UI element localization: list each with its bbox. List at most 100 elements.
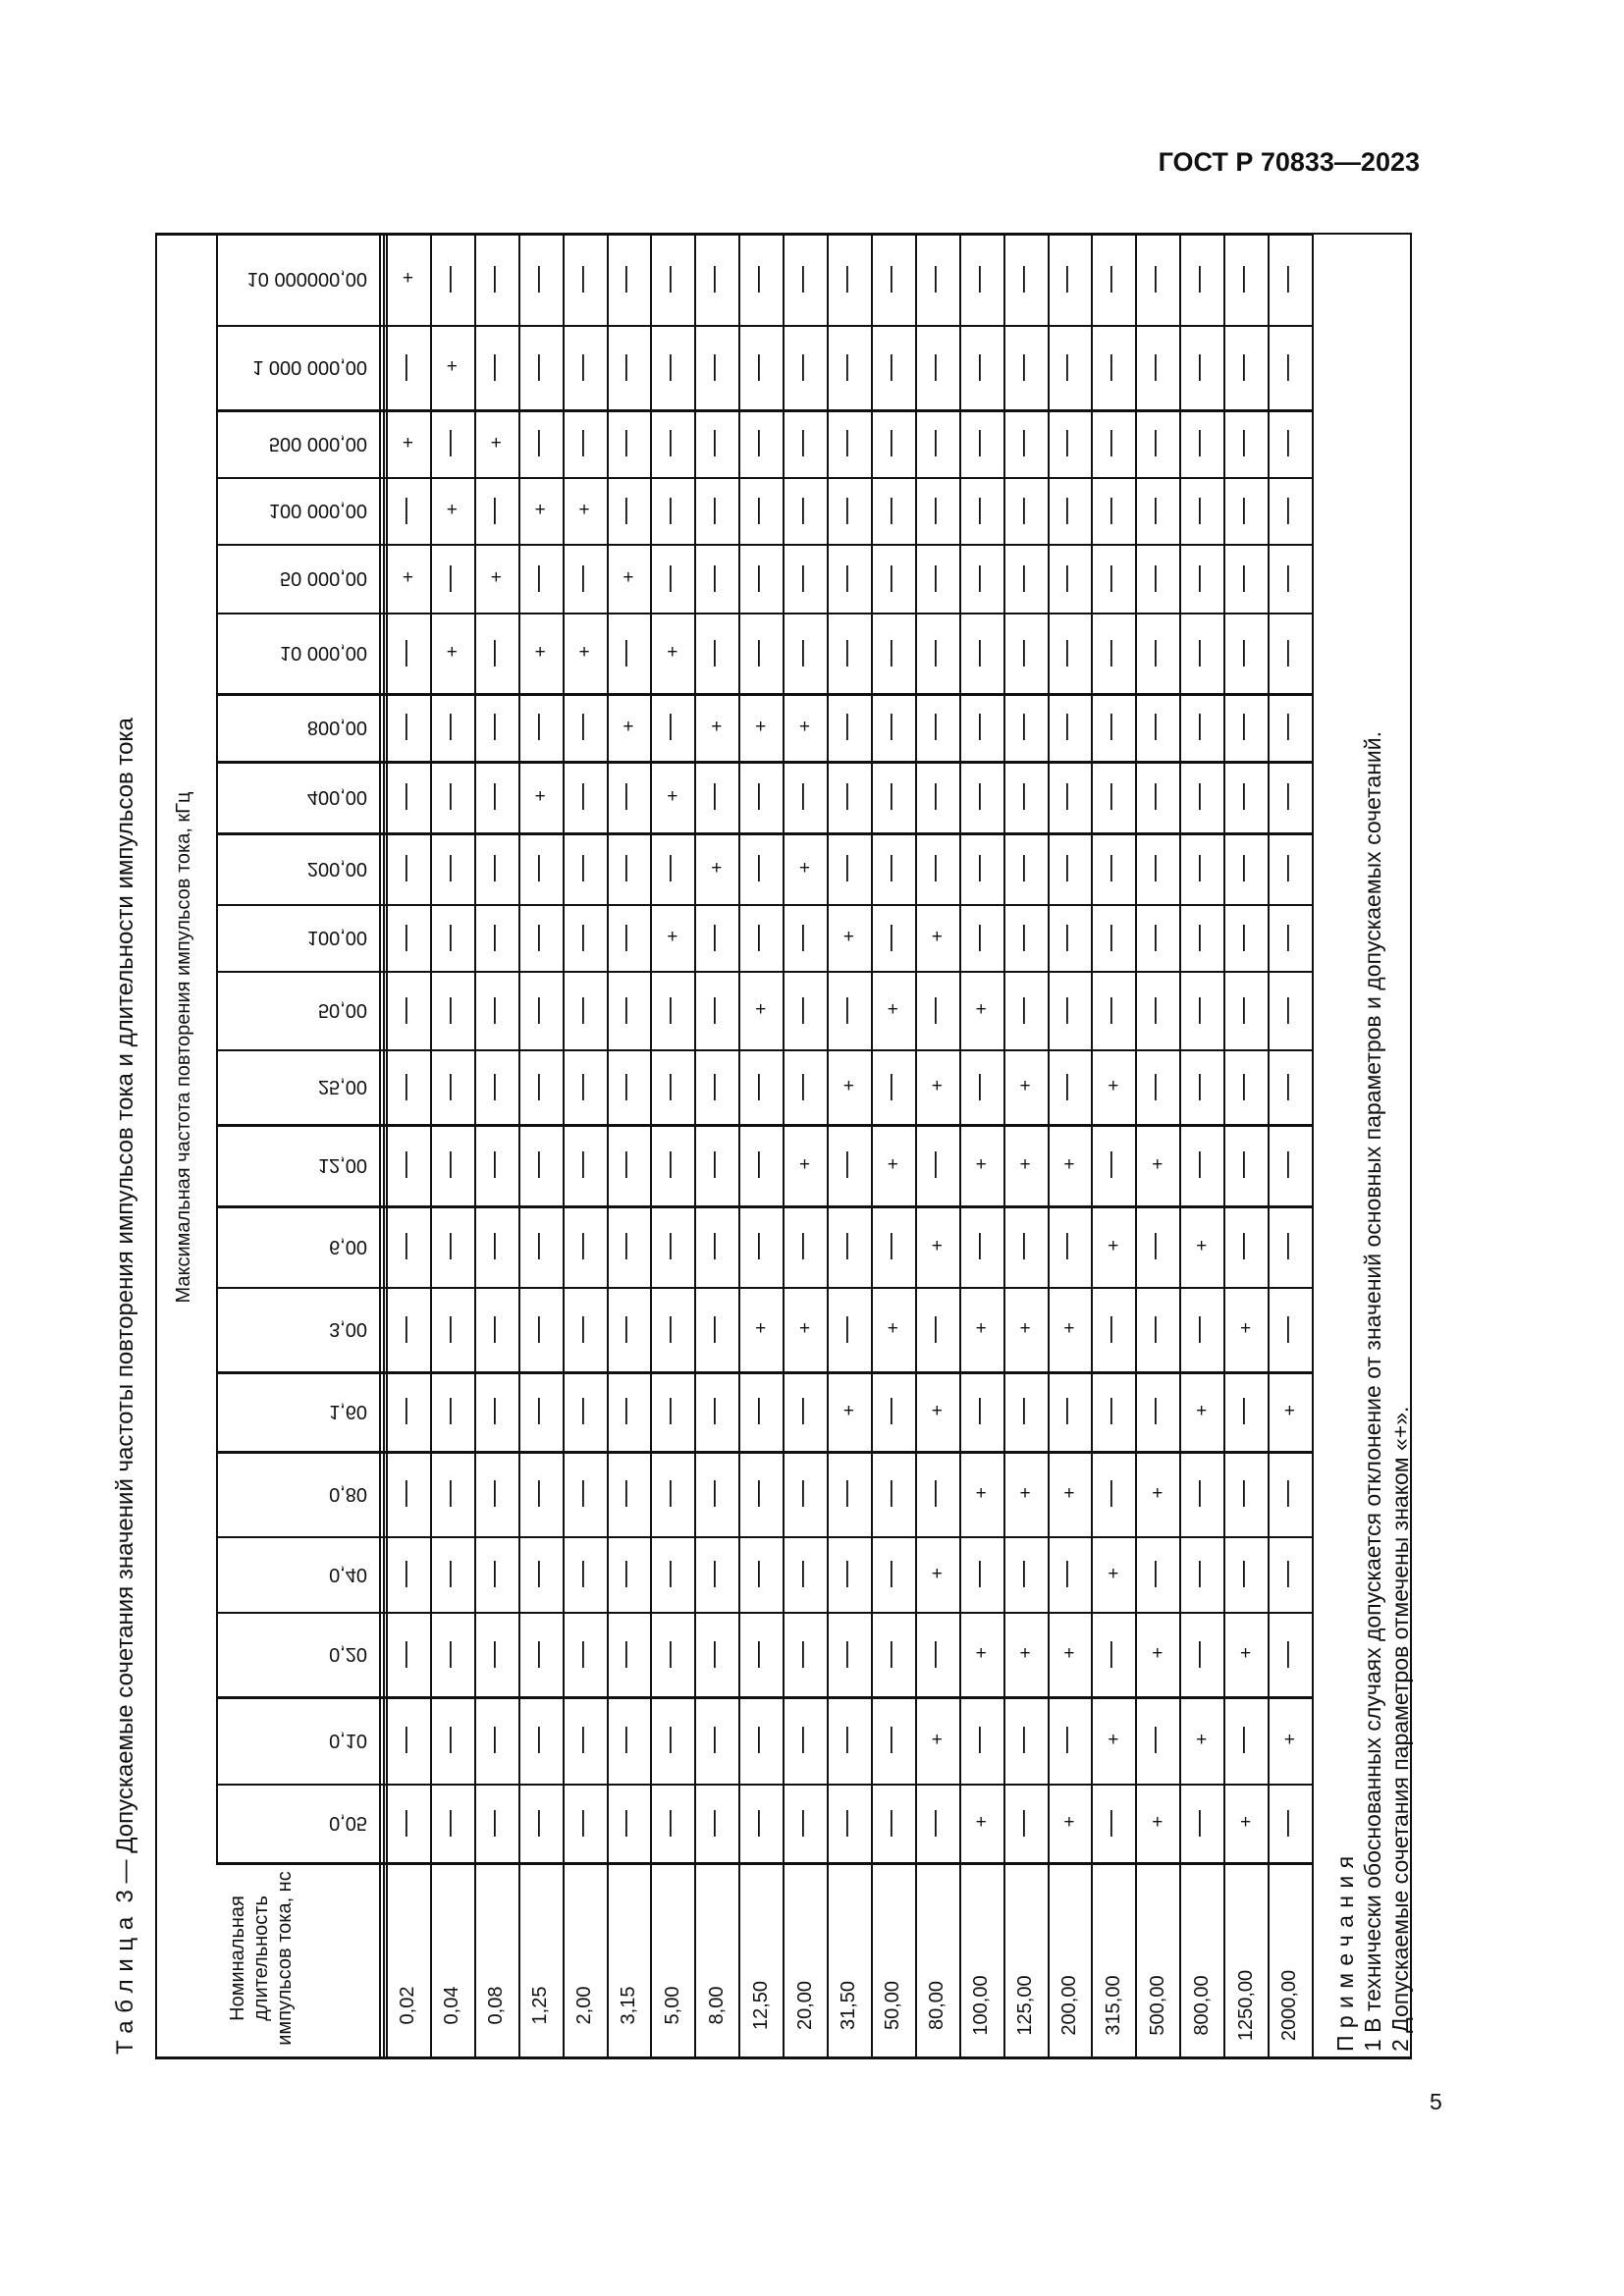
not-allowed-mark: — — [525, 1561, 556, 1587]
not-allowed-mark: — — [481, 1727, 512, 1753]
not-allowed-mark: — — [1055, 714, 1085, 740]
not-allowed-mark: — — [922, 1151, 952, 1178]
table-cell: — — [1268, 971, 1312, 1049]
table-cell: — — [1179, 1124, 1223, 1205]
not-allowed-mark: — — [437, 855, 467, 881]
not-allowed-mark: — — [437, 1640, 467, 1668]
table-cell: — — [430, 1784, 474, 1862]
not-allowed-mark: — — [878, 1561, 908, 1587]
table-cell: + — [1003, 1287, 1048, 1371]
not-allowed-mark: — — [481, 1233, 512, 1259]
table-cell: — — [474, 1696, 518, 1784]
not-allowed-mark: — — [614, 430, 644, 456]
frequency-label: 0,05 — [329, 1812, 367, 1834]
note-2: 2 Допускаемые сочетания параметров отмеч… — [1387, 1406, 1413, 2052]
not-allowed-mark: — — [1187, 714, 1218, 740]
not-allowed-mark: — — [1099, 1640, 1129, 1668]
table-cell: — — [871, 325, 915, 409]
not-allowed-mark: — — [1231, 497, 1262, 524]
table-cell: — — [827, 971, 871, 1049]
table-cell: — — [1003, 971, 1048, 1049]
table-cell: — — [783, 544, 827, 613]
not-allowed-mark: — — [481, 1809, 512, 1837]
column-divider — [694, 233, 697, 2056]
table-cell: — — [959, 761, 1003, 832]
not-allowed-mark: — — [702, 1151, 732, 1178]
not-allowed-mark: — — [1231, 924, 1262, 951]
not-allowed-mark: — — [834, 1233, 864, 1259]
allowed-mark: + — [975, 1318, 987, 1339]
not-allowed-mark: — — [658, 714, 688, 740]
table-cell: — — [1003, 477, 1048, 544]
table-cell: — — [430, 761, 474, 832]
table-cell: — — [871, 832, 915, 904]
table-cell: — — [1223, 544, 1268, 613]
duration-label: 0,02 — [397, 1986, 419, 2025]
not-allowed-mark: — — [1231, 353, 1262, 381]
table-cell: + — [959, 1124, 1003, 1205]
not-allowed-mark: — — [481, 714, 512, 740]
table-cell: — — [518, 693, 563, 761]
document-code: ГОСТ Р 70833—2023 — [1158, 147, 1420, 177]
not-allowed-mark: — — [393, 1480, 423, 1507]
table-cell: — — [1268, 693, 1312, 761]
table-cell: — — [738, 1451, 783, 1536]
table-cell: — — [563, 1784, 607, 1862]
table-cell: — — [694, 613, 738, 693]
table-cell: — — [1179, 904, 1223, 971]
table-cell: — — [650, 1287, 694, 1371]
table-cell: — — [1223, 904, 1268, 971]
not-allowed-mark: — — [1274, 783, 1305, 810]
not-allowed-mark: — — [922, 265, 952, 293]
table-cell: — — [1223, 233, 1268, 325]
not-allowed-mark: — — [790, 996, 821, 1024]
frequency-label: 10 000000,00 — [246, 268, 367, 290]
duration-label: 2,00 — [573, 1986, 596, 2025]
not-allowed-mark: — — [437, 564, 467, 592]
table-cell: — — [650, 1536, 694, 1612]
table-cell: — — [738, 477, 783, 544]
table-cell: — — [650, 1696, 694, 1784]
not-allowed-mark: — — [1187, 265, 1218, 293]
allowed-mark: + — [711, 716, 723, 737]
table-cell: + — [694, 832, 738, 904]
table-cell: + — [518, 613, 563, 693]
not-allowed-mark: — — [1099, 353, 1129, 381]
not-allowed-mark: — — [525, 1640, 556, 1668]
table-cell: — — [959, 832, 1003, 904]
not-allowed-mark: — — [746, 1809, 777, 1837]
table-cell: — — [518, 1049, 563, 1124]
table-cell: — — [1091, 233, 1135, 325]
table-cell: — — [563, 693, 607, 761]
not-allowed-mark: — — [1143, 1233, 1173, 1259]
frequency-label: 800,00 — [306, 716, 367, 738]
not-allowed-mark: — — [1055, 1561, 1085, 1587]
row-divider — [216, 1049, 1312, 1051]
table-cell: — — [959, 1536, 1003, 1612]
table-cell: — — [915, 1287, 959, 1371]
not-allowed-mark: — — [1231, 1727, 1262, 1753]
not-allowed-mark: — — [1055, 1727, 1085, 1753]
not-allowed-mark: — — [614, 1073, 644, 1100]
not-allowed-mark: — — [1010, 714, 1041, 740]
table-cell: + — [1135, 1784, 1179, 1862]
table-cell: — — [1091, 613, 1135, 693]
table-cell: + — [563, 477, 607, 544]
not-allowed-mark: — — [790, 353, 821, 381]
table-cell: — — [563, 544, 607, 613]
table-cell: + — [430, 325, 474, 409]
table-cell: — — [694, 477, 738, 544]
table-cell: + — [430, 477, 474, 544]
column-divider — [1179, 233, 1182, 2056]
not-allowed-mark: — — [1187, 1561, 1218, 1587]
table-cell: — — [738, 233, 783, 325]
not-allowed-mark: — — [1274, 1233, 1305, 1259]
table-cell: — — [518, 544, 563, 613]
table-cell: — — [1268, 325, 1312, 409]
column-divider — [606, 233, 609, 2056]
table-cell: + — [1179, 1696, 1223, 1784]
not-allowed-mark: — — [702, 1398, 732, 1424]
row-divider — [216, 613, 1312, 614]
not-allowed-mark: — — [1099, 855, 1129, 881]
not-allowed-mark: — — [702, 924, 732, 951]
